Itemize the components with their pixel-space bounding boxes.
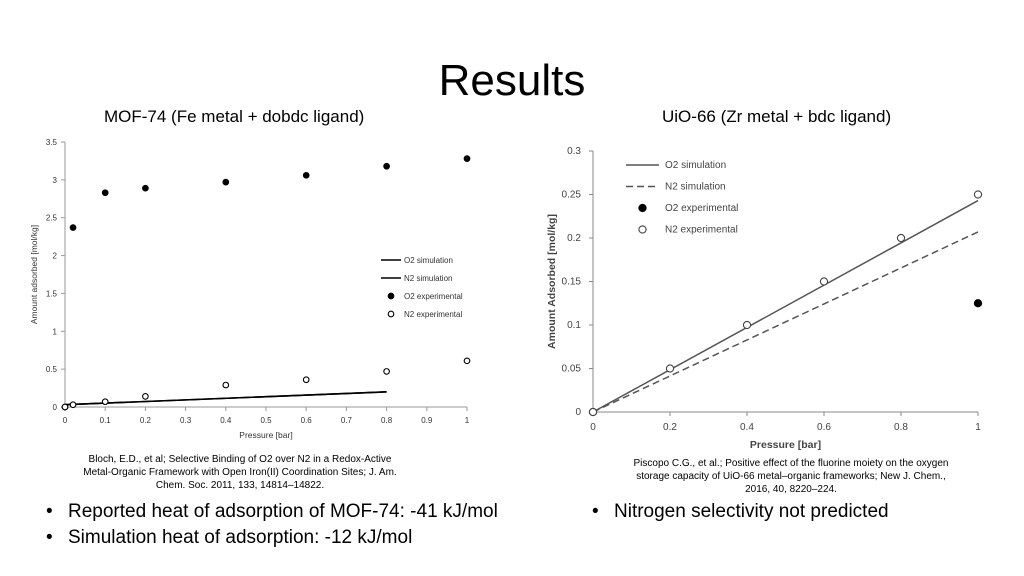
legend-swatch-n2-experimental (638, 225, 647, 234)
mof74-isotherm-chart: 0 0.1 0.2 0.3 0.4 0.5 0.6 0.7 0.8 0.9 1 0 0.5 1 1.5 2 2.… (29, 138, 471, 440)
bullet-item: Reported heat of adsorption of MOF-74: -… (44, 499, 498, 525)
legend-label-n2-experimental: N2 experimental (404, 310, 462, 319)
x-tick-label: 0.6 (301, 416, 313, 425)
x-tick-label: 1 (465, 416, 470, 425)
x-tick-label: 0.8 (381, 416, 393, 425)
o2-experimental-point (463, 155, 471, 163)
x-tick-label: 0 (63, 416, 68, 425)
n2-experimental-point (383, 368, 390, 375)
left-bullet-list: Reported heat of adsorption of MOF-74: -… (44, 499, 498, 551)
legend-label-n2-experimental: N2 experimental (665, 225, 738, 236)
n2-simulation-line (64, 391, 387, 406)
x-tick-label: 0.3 (180, 416, 192, 425)
x-tick-label: 0.2 (663, 422, 677, 433)
legend-label-o2-simulation: O2 simulation (665, 160, 726, 171)
uio66-isotherm-chart: 0 0.2 0.4 0.6 0.8 1 0 0.05 0.1 0.15 0.2 0.25 0.3 Pres… (546, 146, 983, 451)
y-tick-label: 0.05 (562, 364, 582, 375)
n2-experimental-point (665, 364, 675, 373)
legend-label-o2-experimental: O2 experimental (665, 203, 738, 214)
x-tick-label: 0.6 (817, 422, 831, 433)
x-tick-label: 0 (590, 422, 596, 433)
legend-swatch-o2-experimental (387, 292, 395, 300)
x-tick-label: 0.4 (740, 422, 754, 433)
legend-label-o2-experimental: O2 experimental (404, 292, 463, 301)
n2-experimental-point (101, 398, 109, 406)
n2-experimental-point (588, 407, 598, 417)
n2-experimental-point (742, 320, 752, 330)
y-tick-label: 3.5 (46, 138, 58, 147)
y-tick-label: 3 (53, 176, 58, 185)
y-tick-label: 1 (53, 327, 58, 336)
x-tick-label: 1 (975, 422, 981, 433)
o2-experimental-point (69, 224, 77, 231)
y-tick-label: 0.5 (46, 365, 58, 374)
bullet-item: Nitrogen selectivity not predicted (590, 499, 889, 525)
legend-label-n2-simulation: N2 simulation (665, 182, 726, 193)
y-tick-label: 2.5 (46, 214, 58, 223)
x-tick-label: 0.7 (341, 416, 353, 425)
o2-experimental-point (101, 189, 109, 197)
x-tick-label: 0.4 (220, 416, 232, 425)
x-tick-label: 0.8 (894, 422, 908, 433)
y-tick-label: 0 (575, 407, 581, 418)
legend-label-n2-simulation: N2 simulation (404, 274, 452, 283)
x-tick-label: 0.2 (140, 416, 152, 425)
n2-experimental-point (463, 357, 471, 365)
y-tick-label: 0 (53, 403, 58, 412)
y-tick-label: 0.15 (562, 277, 582, 288)
y-tick-label: 1.5 (46, 289, 58, 298)
n2-experimental-point (222, 381, 230, 389)
x-tick-label: 0.1 (100, 416, 112, 425)
y-axis-title: Amount adsorbed [mol/kg] (29, 225, 39, 324)
y-axis-title: Amount Adsorbed [mol/kg] (546, 214, 558, 349)
right-bullet-list: Nitrogen selectivity not predicted (590, 499, 889, 525)
legend-swatch-n2-experimental (387, 310, 395, 318)
bullet-item: Simulation heat of adsorption: -12 kJ/mo… (44, 525, 498, 551)
x-axis-title: Pressure [bar] (239, 430, 292, 440)
slide-title: Results (438, 56, 586, 105)
legend-label-o2-simulation: O2 simulation (404, 256, 453, 265)
o2-experimental-point (222, 178, 230, 186)
left-reference: Bloch, E.D., et al; Selective Binding of… (83, 454, 397, 491)
x-tick-label: 0.5 (260, 416, 272, 425)
n2-experimental-point (69, 401, 77, 409)
n2-simulation-line (592, 231, 979, 413)
n2-experimental-point (819, 277, 829, 286)
n2-experimental-point (61, 403, 69, 411)
o2-experimental-point (383, 162, 390, 170)
o2-simulation-line (592, 199, 979, 413)
y-tick-label: 0.1 (567, 320, 581, 331)
n2-experimental-point (302, 376, 310, 384)
n2-experimental-point (973, 190, 983, 199)
y-tick-label: 2 (53, 252, 58, 261)
legend-swatch-o2-experimental (638, 203, 647, 213)
o2-experimental-point (973, 299, 983, 308)
o2-experimental-point (302, 171, 310, 179)
y-tick-label: 0.3 (567, 146, 581, 157)
left-chart-subtitle: MOF-74 (Fe metal + dobdc ligand) (104, 107, 365, 126)
right-chart-subtitle: UiO-66 (Zr metal + bdc ligand) (662, 107, 892, 126)
o2-experimental-point (142, 184, 149, 192)
y-tick-label: 0.2 (567, 233, 581, 244)
y-tick-label: 0.25 (562, 190, 582, 201)
x-tick-label: 0.9 (421, 416, 433, 425)
n2-experimental-point (142, 393, 149, 400)
n2-experimental-point (896, 233, 906, 243)
right-reference: Piscopo C.G., et al.; Positive effect of… (633, 458, 949, 495)
x-axis-title: Pressure [bar] (750, 439, 821, 451)
